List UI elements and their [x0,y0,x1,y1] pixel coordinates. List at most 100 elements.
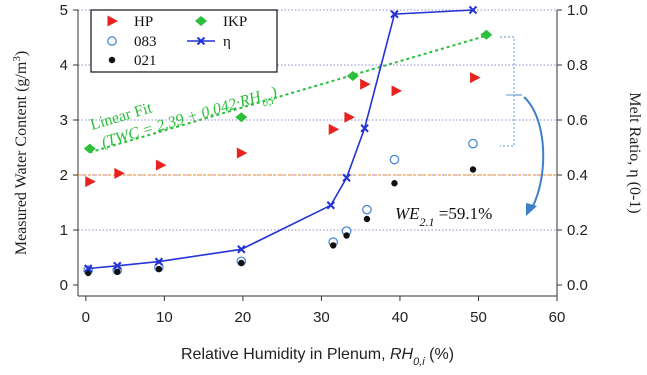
data-point [114,268,121,275]
legend-label: η [223,34,231,50]
legend-item: 083 [107,34,157,50]
data-marks [83,5,493,277]
y-axis-title-left-end: ) [13,51,30,56]
y-tick-label-left: 0 [60,277,68,294]
legend-item: HP [107,14,153,30]
axes: 0 10 20 30 40 50 60 0 1 2 3 4 5 0.0 0.2 0.4 0.6 0.8 1.0 [60,2,588,326]
y-tick-label-right: 0.8 [567,57,588,74]
data-point [114,167,125,179]
x-axis-title-unit: (%) [425,346,454,363]
data-point [83,143,96,154]
x-tick-label: 60 [549,309,566,326]
fit-label: Linear Fit(TWC = 2.39 + 0.042·RH0,i) [88,84,279,152]
y-tick-label-right: 0.0 [567,277,588,294]
x-axis-title-sub: 0,i [413,356,425,368]
y-axis-title-left-sup: 3 [11,56,23,62]
data-point [391,180,398,187]
annotation-prefix: WE [395,204,420,223]
axis-labels: Relative Humidity in Plenum, RH0,i (%)Me… [11,51,643,368]
y-tick-label-right: 0.6 [567,112,588,129]
y-tick-label-left: 5 [60,2,68,19]
x-tick-label: 50 [470,309,487,326]
data-point [344,111,355,123]
data-point [469,166,477,173]
x-tick-label: 30 [313,309,330,326]
data-point [468,5,478,15]
legend-item: η [187,34,231,50]
legend-swatch [107,15,118,27]
legend-box [90,9,278,73]
x-tick-label: 20 [235,309,252,326]
x-axis-title-var: RH [390,346,414,363]
fit-line [89,34,487,154]
legend-label: 021 [134,53,157,69]
y-tick-label-left: 3 [60,112,68,129]
x-tick-label: 10 [156,309,173,326]
data-point [237,245,246,254]
legend-label: IKP [223,14,247,30]
data-point [360,78,371,90]
gridlines [78,9,557,231]
y-tick-label-right: 0.2 [567,222,588,239]
annotation-suffix: =59.1% [435,204,493,223]
data-point [363,215,371,223]
data-point [389,154,400,165]
data-point [342,173,351,182]
legend-swatch [196,36,206,46]
series-η [84,5,478,273]
data-point [238,259,245,267]
data-point [470,72,481,84]
annotation-sub: 2.1 [420,215,435,229]
data-point [155,265,163,273]
legend-label: HP [134,14,153,30]
x-axis-title-text: Relative Humidity in Plenum, [181,346,390,363]
y-tick-label-right: 0.4 [567,167,588,184]
data-point [235,112,248,123]
y-axis-title-left: Measured Water Content (g/m3) [11,51,30,255]
y-axis-title-left-text: Measured Water Content (g/m [13,61,30,255]
legend-swatch [195,16,207,26]
legend-item: 021 [108,53,157,69]
annotation-label: WE2.1 =59.1% [395,204,492,229]
data-point [326,201,336,210]
data-point [480,29,493,40]
legend-item: IKP [195,14,247,30]
fit-label-sub: 0,i [261,95,275,110]
x-tick-label: 40 [392,309,409,326]
series-HP [85,72,481,188]
data-point [390,9,399,19]
y-axis-title-right: Melt Ratio, η (0-1) [626,92,643,213]
data-point [330,242,337,249]
legend-label: 083 [134,34,157,50]
data-point [391,85,403,97]
data-point [362,204,372,215]
data-point [84,264,93,273]
data-point [468,138,478,149]
annotation-group: WE2.1 =59.1% [395,36,545,229]
data-point [155,159,167,171]
x-axis-title: Relative Humidity in Plenum, RH0,i (%) [181,346,454,368]
data-point [346,71,359,81]
legend-swatch [107,36,117,46]
data-point [328,123,340,135]
data-point [343,232,350,239]
data-point [113,261,122,270]
y-tick-label-left: 2 [60,167,68,184]
data-point [85,176,96,188]
x-tick-label: 0 [82,309,90,326]
data-point [236,147,248,159]
annotation-bracket [500,36,522,147]
series-IKP [83,29,493,154]
y-tick-label-left: 4 [60,57,68,74]
y-tick-label-right: 1.0 [567,2,588,19]
annotation-arrow [523,96,545,209]
legend: HP 083 021 IKP η [90,9,278,73]
data-point [154,257,164,266]
y-tick-label-left: 1 [60,222,68,239]
annotation-arrowhead [526,203,537,216]
data-point [360,124,369,133]
legend-swatch [108,56,116,64]
fit-label-end: ) [268,84,279,102]
